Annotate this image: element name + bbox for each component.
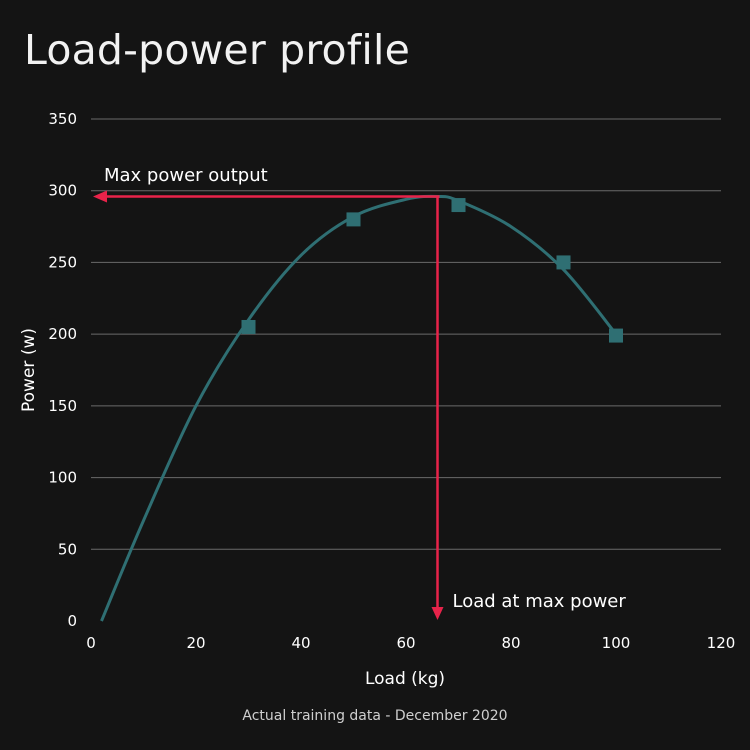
max-power-arrowhead	[93, 190, 107, 203]
chart-title: Load-power profile	[24, 26, 411, 74]
x-tick-label: 40	[291, 634, 310, 652]
y-tick-label: 200	[48, 325, 77, 343]
fit-curve-group	[100, 194, 618, 622]
caption: Actual training data - December 2020	[242, 708, 508, 724]
max-load-arrowhead	[431, 607, 444, 620]
data-point	[241, 319, 256, 334]
y-tick-label: 300	[48, 182, 77, 200]
annotations: Max power output Load at max power	[93, 165, 626, 620]
annotation-load-at-max: Load at max power	[453, 591, 627, 612]
fit-curve	[100, 194, 618, 622]
y-axis-label: Power (w)	[19, 328, 39, 412]
x-tick-label: 120	[707, 634, 736, 652]
x-tick-label: 100	[602, 634, 631, 652]
y-tick-labels: 0 50 100 150 200 250 300 350	[48, 110, 77, 630]
y-tick-label: 350	[48, 110, 77, 128]
x-tick-labels: 0 20 40 60 80 100 120	[86, 634, 735, 652]
y-tick-label: 50	[58, 540, 77, 558]
data-point	[609, 328, 623, 343]
data-point	[451, 198, 466, 213]
data-points	[241, 198, 623, 343]
data-point	[556, 255, 571, 270]
annotation-max-power: Max power output	[104, 165, 268, 186]
y-tick-label: 100	[48, 469, 77, 487]
y-tick-label: 150	[48, 397, 77, 415]
x-axis-label: Load (kg)	[365, 669, 445, 689]
x-tick-label: 80	[501, 634, 520, 652]
data-point	[346, 212, 361, 227]
x-tick-label: 20	[186, 634, 205, 652]
y-tick-label: 0	[67, 612, 77, 630]
y-tick-label: 250	[48, 253, 77, 271]
x-tick-label: 60	[396, 634, 415, 652]
x-tick-label: 0	[86, 634, 96, 652]
